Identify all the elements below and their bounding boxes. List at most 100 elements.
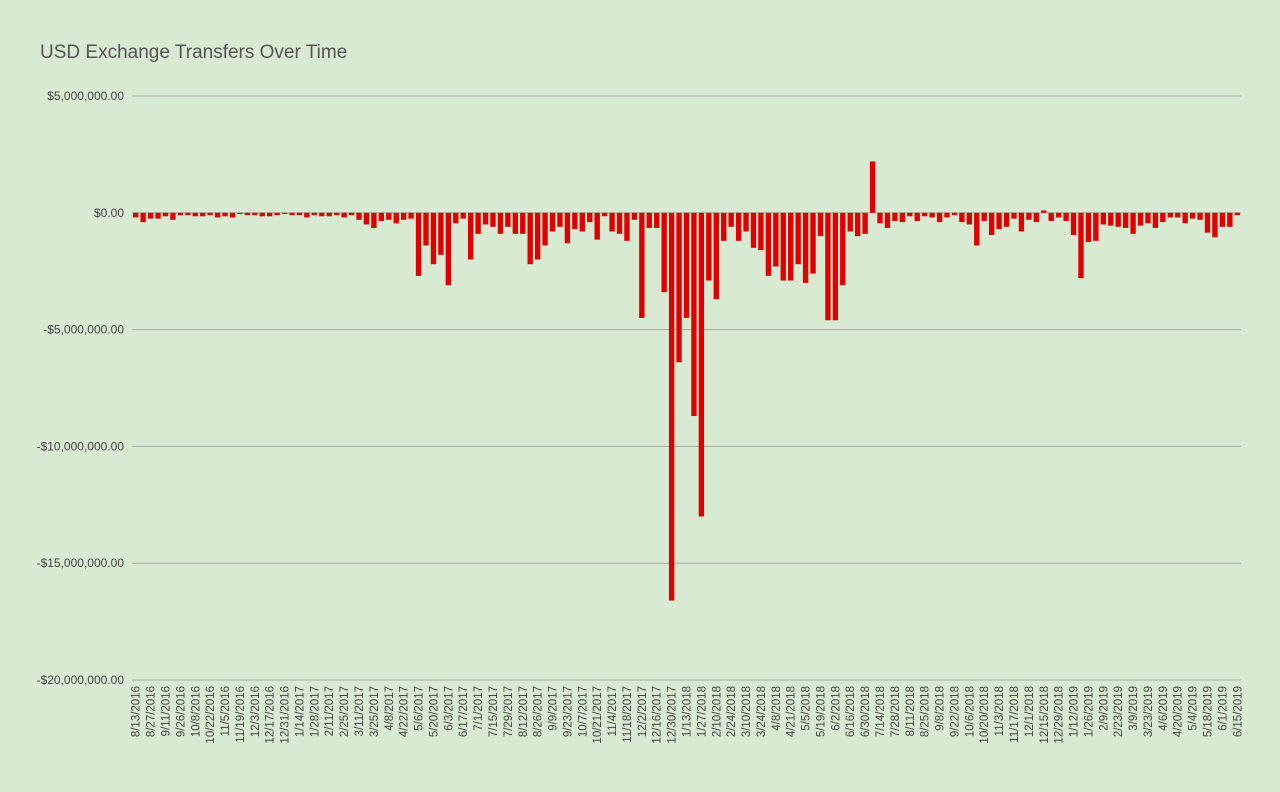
bar xyxy=(639,212,645,318)
bar xyxy=(988,212,995,235)
bar xyxy=(311,212,318,216)
bar xyxy=(1189,212,1196,219)
bar xyxy=(259,212,265,217)
bar xyxy=(825,212,831,321)
bar xyxy=(1055,212,1062,218)
bar xyxy=(296,212,303,216)
bar xyxy=(713,212,719,300)
bar xyxy=(356,212,362,220)
bar xyxy=(557,212,563,227)
x-tick-label: 12/2/2017 xyxy=(637,686,649,737)
x-tick-label: 11/19/2016 xyxy=(235,686,247,743)
bar xyxy=(1160,212,1166,223)
bar xyxy=(192,212,198,217)
x-tick-label: 11/5/2016 xyxy=(220,686,232,736)
bar xyxy=(936,212,943,223)
x-tick-label: 5/18/2019 xyxy=(1203,686,1215,737)
x-tick-label: 9/26/2016 xyxy=(175,686,187,737)
bar xyxy=(929,212,935,218)
x-tick-label: 9/22/2018 xyxy=(949,686,961,737)
y-tick-label: -$20,000,000.00 xyxy=(37,673,125,687)
x-tick-label: 1/14/2017 xyxy=(294,686,306,737)
bar xyxy=(609,212,615,232)
bar xyxy=(892,212,898,221)
bar xyxy=(683,212,690,318)
x-tick-label: 11/3/2018 xyxy=(994,686,1006,736)
bar xyxy=(840,212,846,286)
bar xyxy=(1041,210,1047,213)
x-tick-label: 10/20/2018 xyxy=(979,686,991,744)
bar xyxy=(207,212,213,216)
bar xyxy=(393,212,399,224)
bar xyxy=(676,212,682,363)
bar xyxy=(616,212,623,234)
bar xyxy=(795,212,801,265)
x-tick-label: 12/17/2016 xyxy=(265,686,277,744)
bar xyxy=(564,212,571,244)
bar xyxy=(140,212,146,223)
x-tick-label: 10/7/2017 xyxy=(577,686,589,737)
bar xyxy=(214,212,221,218)
bar xyxy=(765,212,772,276)
bar xyxy=(423,212,429,246)
x-tick-label: 8/12/2017 xyxy=(518,686,530,737)
x-tick-label: 3/25/2017 xyxy=(369,686,381,737)
bar xyxy=(274,212,280,216)
bars xyxy=(133,161,1240,601)
bar xyxy=(1204,212,1211,233)
x-tick-label: 8/13/2016 xyxy=(131,686,143,737)
x-tick-label: 5/20/2017 xyxy=(428,686,440,737)
y-tick-label: $0.00 xyxy=(94,206,124,220)
bar xyxy=(773,212,779,267)
bar xyxy=(579,212,585,232)
bar xyxy=(334,212,340,216)
bar xyxy=(1167,212,1173,218)
bar xyxy=(229,212,236,218)
bar xyxy=(944,212,950,218)
bar xyxy=(304,212,310,218)
x-tick-label: 7/29/2017 xyxy=(503,686,515,737)
x-tick-label: 9/23/2017 xyxy=(562,686,574,737)
x-tick-label: 8/11/2018 xyxy=(905,686,917,736)
bar xyxy=(1108,212,1114,226)
x-tick-label: 2/23/2019 xyxy=(1113,686,1125,737)
x-tick-label: 1/28/2017 xyxy=(309,686,321,737)
x-tick-label: 6/3/2017 xyxy=(443,686,455,731)
bar xyxy=(371,212,377,228)
x-tick-label: 5/6/2017 xyxy=(414,686,426,731)
x-tick-label: 11/17/2018 xyxy=(1009,686,1021,743)
bar xyxy=(855,212,861,237)
bar xyxy=(244,212,251,216)
bar xyxy=(788,212,794,281)
bar xyxy=(974,212,980,246)
bar xyxy=(1093,212,1099,241)
bar xyxy=(1219,212,1226,227)
y-tick-label: -$15,000,000.00 xyxy=(37,556,125,570)
x-tick-label: 7/1/2017 xyxy=(473,686,485,731)
bar xyxy=(482,212,489,225)
bar xyxy=(549,212,556,232)
x-tick-label: 9/11/2016 xyxy=(160,686,172,736)
bar xyxy=(542,212,548,246)
bar xyxy=(951,212,958,216)
bar xyxy=(133,212,139,218)
bar xyxy=(1212,212,1218,238)
x-tick-label: 12/31/2016 xyxy=(280,686,292,744)
bar xyxy=(147,212,154,219)
bar xyxy=(1122,212,1129,228)
bar xyxy=(1048,212,1054,221)
bar xyxy=(721,212,727,241)
bar xyxy=(348,212,355,216)
bar xyxy=(914,212,920,221)
bar xyxy=(162,212,169,217)
x-tick-label: 1/26/2019 xyxy=(1083,686,1095,737)
bar xyxy=(877,212,883,224)
bar xyxy=(624,212,630,241)
bar xyxy=(363,212,370,225)
bar xyxy=(527,212,533,265)
chart-title: USD Exchange Transfers Over Time xyxy=(40,42,347,63)
bar xyxy=(698,212,705,517)
bar xyxy=(847,212,853,232)
